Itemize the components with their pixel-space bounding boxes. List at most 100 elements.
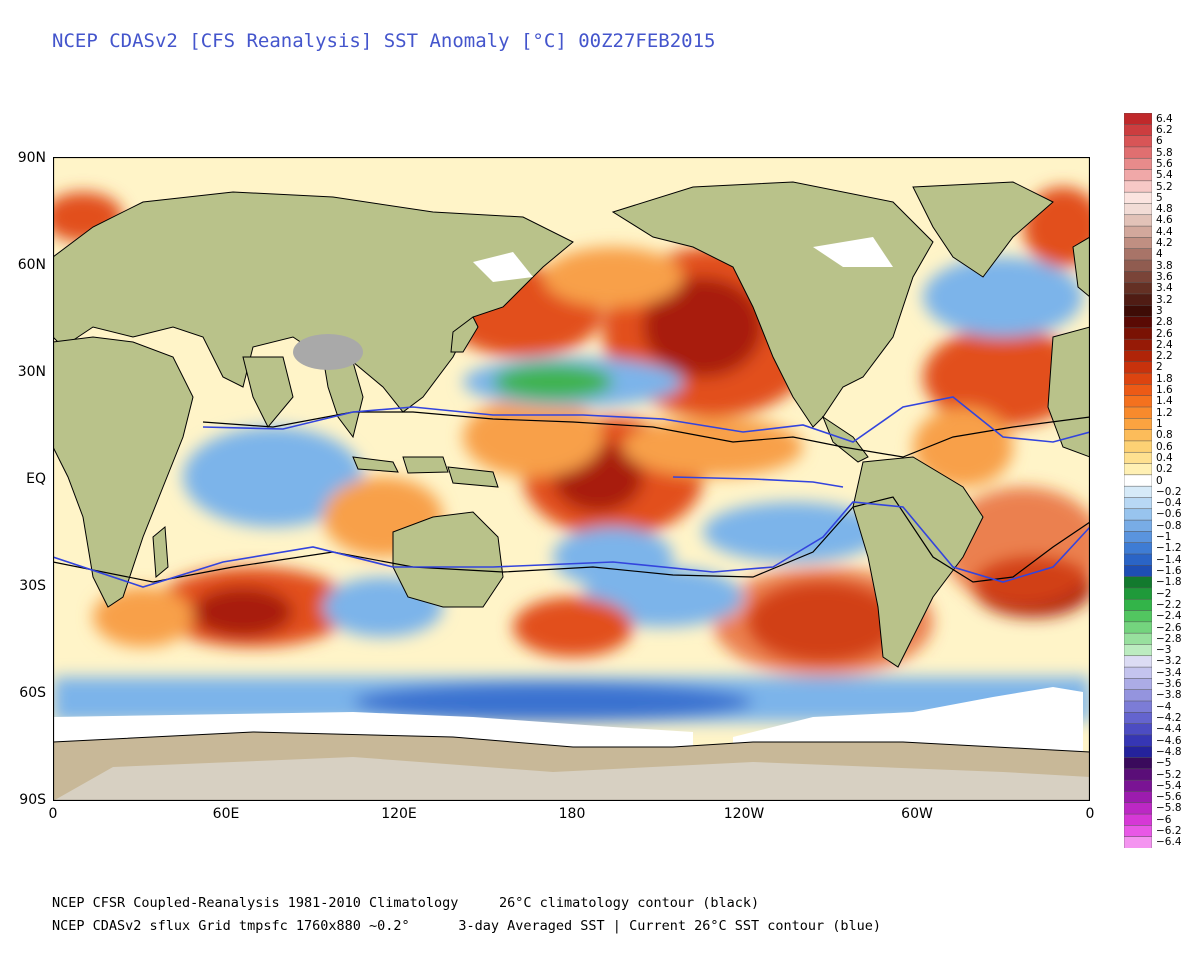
colorbar-label: 2 (1156, 361, 1163, 374)
colorbar-swatch (1124, 395, 1152, 408)
colorbar-label: −1.6 (1156, 564, 1182, 577)
y-tick-30n: 30N (17, 364, 46, 380)
colorbar-swatch (1124, 734, 1152, 747)
colorbar-swatch (1124, 587, 1152, 600)
colorbar-label: 5.4 (1156, 169, 1173, 182)
colorbar-label: 4 (1156, 248, 1163, 261)
colorbar-label: −5 (1156, 757, 1172, 770)
y-tick-90s: 90S (19, 792, 46, 808)
x-tick-120e: 120E (381, 806, 417, 822)
colorbar-swatch (1124, 259, 1152, 272)
climatology-contour-north (202, 411, 1090, 458)
colorbar-label: −6 (1156, 813, 1172, 826)
footer-line-1: NCEP CFSR Coupled-Reanalysis 1981-2010 C… (52, 895, 760, 911)
colorbar-label: −6.2 (1156, 825, 1182, 838)
colorbar-swatch (1124, 813, 1152, 826)
colorbar-swatch (1124, 282, 1152, 295)
colorbar-swatch (1124, 610, 1152, 623)
colorbar-swatch (1124, 542, 1152, 555)
colorbar-swatch (1124, 157, 1152, 171)
colorbar-label: −5.4 (1156, 779, 1182, 792)
colorbar-label: −1.4 (1156, 553, 1182, 566)
x-tick-180: 180 (558, 806, 586, 822)
colorbar-swatch (1124, 203, 1152, 216)
colorbar-swatch (1124, 678, 1152, 691)
colorbar-label: 5.2 (1156, 180, 1173, 193)
colorbar-label: 5 (1156, 191, 1163, 204)
colorbar-label: −6.4 (1156, 836, 1182, 849)
colorbar-label: −3.8 (1156, 689, 1182, 702)
colorbar (1124, 113, 1152, 848)
colorbar-swatch (1124, 791, 1152, 804)
colorbar-swatch (1124, 327, 1152, 340)
y-tick-eq: EQ (26, 471, 46, 487)
current-contour-eq (672, 476, 844, 488)
y-tick-90n: 90N (17, 150, 46, 166)
colorbar-label: −1.8 (1156, 576, 1182, 589)
footer-line-2: NCEP CDASv2 sflux Grid tmpsfc 1760x880 ~… (52, 918, 882, 934)
colorbar-swatch (1124, 113, 1152, 125)
colorbar-swatch (1124, 451, 1152, 465)
colorbar-label: −4.6 (1156, 734, 1182, 747)
colorbar-swatch (1124, 146, 1152, 159)
colorbar-label: 3.6 (1156, 270, 1173, 283)
colorbar-swatch (1124, 485, 1152, 499)
colorbar-label: −4 (1156, 700, 1172, 713)
colorbar-label: 1.2 (1156, 406, 1173, 419)
colorbar-label: 1 (1156, 417, 1163, 430)
x-tick-60e: 60E (212, 806, 240, 822)
colorbar-swatch (1124, 237, 1152, 250)
colorbar-swatch (1124, 497, 1152, 510)
y-tick-60n: 60N (17, 257, 46, 273)
colorbar-label: −5.6 (1156, 791, 1182, 804)
current-contour-south (53, 501, 1090, 588)
tibet-plateau (293, 334, 363, 370)
colorbar-label: −5.8 (1156, 802, 1182, 815)
current-contour-north (202, 396, 1090, 443)
colorbar-label: −3.4 (1156, 666, 1182, 679)
colorbar-swatch (1124, 169, 1152, 182)
colorbar-label: 2.6 (1156, 327, 1173, 340)
colorbar-label: −2 (1156, 587, 1172, 600)
colorbar-swatch (1124, 700, 1152, 713)
colorbar-label: 3.4 (1156, 282, 1173, 295)
colorbar-swatch (1124, 757, 1152, 770)
colorbar-swatch (1124, 271, 1152, 284)
colorbar-swatch (1124, 565, 1152, 578)
colorbar-label: 3 (1156, 304, 1163, 317)
colorbar-label: −0.4 (1156, 497, 1182, 510)
colorbar-swatch (1124, 508, 1152, 521)
colorbar-swatch (1124, 248, 1152, 261)
colorbar-label: −3.2 (1156, 655, 1182, 668)
colorbar-label: −4.2 (1156, 711, 1182, 724)
colorbar-swatch (1124, 372, 1152, 385)
colorbar-swatch (1124, 712, 1152, 725)
colorbar-swatch (1124, 745, 1152, 759)
colorbar-swatch (1124, 768, 1152, 781)
colorbar-label: 2.8 (1156, 316, 1173, 329)
colorbar-swatch (1124, 361, 1152, 374)
colorbar-swatch (1124, 191, 1152, 205)
colorbar-swatch (1124, 689, 1152, 702)
colorbar-label: 6 (1156, 135, 1163, 148)
colorbar-label: −3.6 (1156, 678, 1182, 691)
colorbar-label: 3.2 (1156, 293, 1173, 306)
map-frame (53, 157, 1090, 801)
colorbar-swatch (1124, 779, 1152, 793)
colorbar-label: −2.8 (1156, 632, 1182, 645)
colorbar-swatch (1124, 463, 1152, 476)
colorbar-label: −1.2 (1156, 542, 1182, 555)
colorbar-label: 4.4 (1156, 225, 1173, 238)
colorbar-label: −2.4 (1156, 610, 1182, 623)
colorbar-swatch (1124, 632, 1152, 646)
colorbar-label: 3.8 (1156, 259, 1173, 272)
colorbar-swatch (1124, 293, 1152, 306)
x-tick-120w: 120W (723, 806, 765, 822)
colorbar-label: 0.6 (1156, 440, 1173, 453)
colorbar-swatch (1124, 598, 1152, 612)
colorbar-swatch (1124, 304, 1152, 318)
antarctica-interior (53, 757, 1090, 801)
y-tick-30s: 30S (19, 578, 46, 594)
colorbar-label: −2.2 (1156, 598, 1182, 611)
colorbar-label: 6.4 (1156, 112, 1173, 125)
